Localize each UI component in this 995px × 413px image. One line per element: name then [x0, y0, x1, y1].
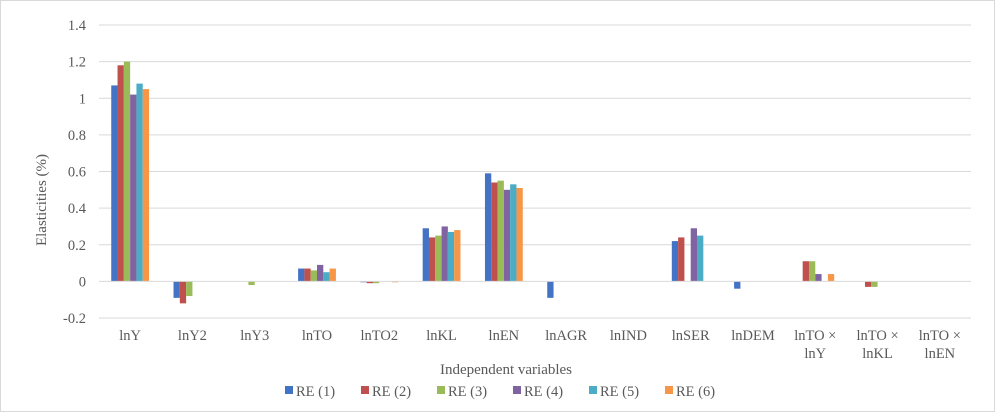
bar: [441, 226, 448, 282]
bar: [329, 268, 336, 282]
x-tick-label: lnKL: [426, 328, 457, 344]
bar: [815, 274, 822, 282]
bar: [428, 237, 436, 282]
bar: [503, 189, 511, 282]
x-tick-label: lnY3: [240, 328, 269, 344]
y-tick-label: 1.4: [68, 18, 87, 34]
y-tick-label: 0.8: [68, 128, 86, 144]
legend-swatch: [361, 386, 369, 394]
bar: [422, 228, 429, 282]
legend-swatch: [589, 386, 597, 394]
bar: [366, 281, 373, 284]
y-tick-label: 1.2: [68, 55, 86, 71]
bar: [484, 173, 492, 282]
bar: [117, 65, 124, 282]
bar: [678, 237, 685, 282]
x-tick-label: lnTO ×: [856, 328, 898, 344]
y-tick-label: 0.2: [68, 238, 86, 254]
bar: [802, 261, 809, 282]
legend-swatch: [665, 386, 673, 394]
x-tick-label: lnIND: [610, 328, 647, 344]
bar: [808, 261, 816, 282]
legend-swatch: [513, 386, 521, 394]
y-tick-label: -0.2: [63, 311, 86, 327]
bar: [248, 281, 255, 286]
bar: [142, 89, 150, 282]
x-tick-label: lnKL: [862, 346, 893, 362]
y-tick-label: 0.6: [68, 165, 86, 181]
bar: [697, 235, 704, 282]
bar: [827, 274, 835, 282]
bar: [136, 83, 143, 282]
bar: [123, 61, 131, 282]
y-tick-label: 1: [79, 91, 86, 107]
x-tick-label: lnY: [804, 346, 826, 362]
x-tick-label: lnEN: [925, 346, 956, 362]
x-tick-label: lnTO2: [360, 328, 398, 344]
bar: [130, 94, 137, 282]
bar: [304, 268, 311, 282]
bar: [671, 241, 679, 282]
bar: [298, 268, 305, 282]
x-tick-label: lnTO: [302, 328, 332, 344]
bar: [547, 281, 554, 298]
x-tick-labels: lnY lnY2 lnY3 lnTO lnTO2 lnKL lnEN lnAGR lnIND ln…: [119, 328, 961, 362]
bar: [447, 231, 455, 282]
y-tick-label: 0: [79, 274, 86, 290]
x-tick-label: lnY2: [178, 328, 207, 344]
bar: [454, 230, 461, 282]
bar: [871, 281, 878, 287]
y-tick-labels: -0.2 0 0.2 0.4 0.6 0.8 1 1.2 1.4: [63, 18, 87, 327]
bar: [323, 272, 330, 282]
legend-label: RE (1): [296, 384, 335, 400]
bar: [497, 180, 504, 282]
legend-label: RE (3): [448, 384, 487, 400]
legend-label: RE (5): [600, 384, 639, 400]
bar: [435, 235, 442, 282]
x-tick-label: lnSER: [672, 328, 710, 344]
x-tick-label: lnDEM: [731, 328, 775, 344]
bars: [111, 61, 878, 304]
bar: [372, 281, 380, 284]
bar: [516, 187, 523, 282]
legend-label: RE (4): [524, 384, 563, 400]
bar: [510, 184, 517, 282]
legend-swatch: [437, 386, 445, 394]
bar: [734, 281, 741, 289]
x-tick-label: lnEN: [489, 328, 520, 344]
x-tick-label: lnTO ×: [794, 328, 836, 344]
legend-label: RE (6): [676, 384, 715, 400]
bar: [111, 85, 118, 282]
bar: [317, 264, 324, 282]
legend: RE (1) RE (2) RE (3) RE (4) RE (5) RE (6): [285, 384, 715, 400]
bar: [491, 182, 498, 282]
bar: [690, 228, 698, 282]
gridlines: [99, 24, 971, 319]
x-tick-label: lnTO ×: [919, 328, 961, 344]
x-tick-label: lnY: [119, 328, 141, 344]
bar: [179, 281, 187, 304]
x-axis-title: Independent variables: [440, 362, 572, 378]
legend-label: RE (2): [372, 384, 411, 400]
y-axis-title: Elasticities (%): [34, 154, 50, 246]
y-tick-label: 0.4: [68, 201, 87, 217]
x-tick-label: lnAGR: [545, 328, 587, 344]
bar: [864, 281, 872, 287]
bar: [186, 281, 193, 297]
bar: [173, 281, 180, 298]
bar: [310, 270, 317, 282]
legend-swatch: [285, 386, 293, 394]
